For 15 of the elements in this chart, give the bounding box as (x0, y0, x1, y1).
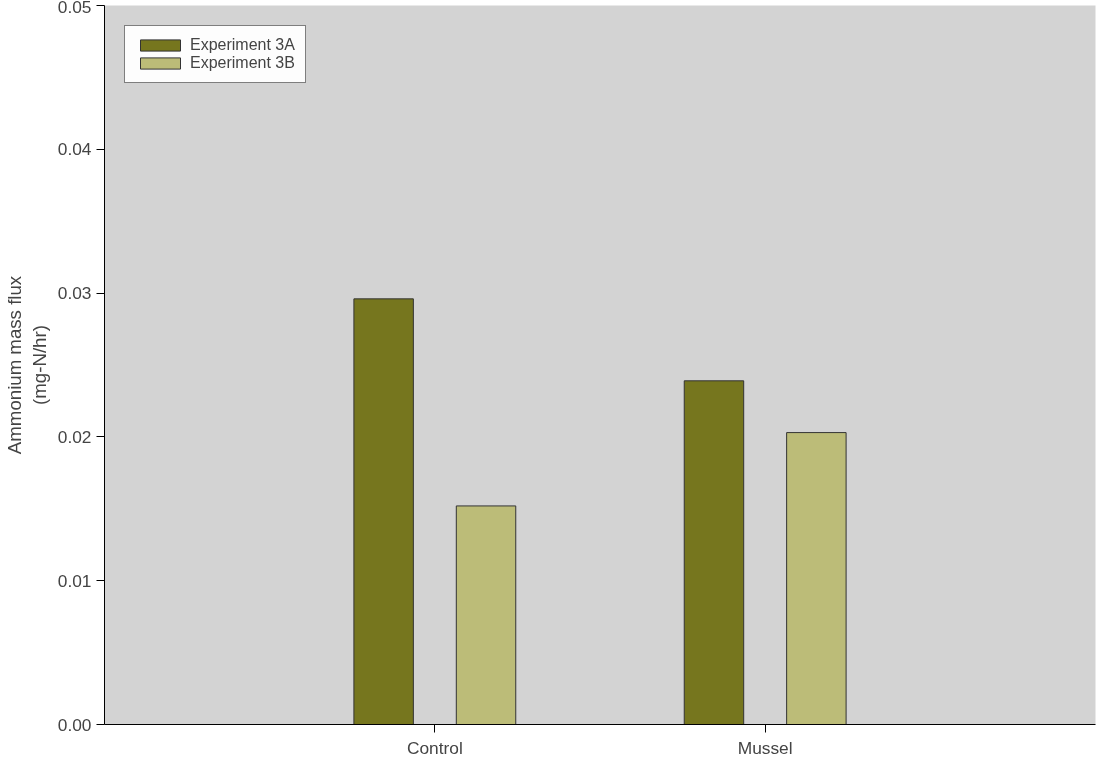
x-tick-label: Mussel (737, 737, 793, 758)
bar (786, 432, 847, 725)
y-tick-label: 0.05 (57, 0, 92, 17)
y-tick-label: 0.04 (57, 139, 92, 160)
y-tick-label: 0.01 (57, 570, 92, 591)
y-axis-title: Ammonium mass flux (mg-N/hr) (3, 275, 50, 455)
y-tick-label: 0.00 (57, 714, 92, 735)
bar (683, 380, 745, 725)
x-tick-label: Control (406, 737, 463, 758)
bar (353, 298, 414, 725)
legend-label: Experiment 3A (190, 36, 295, 54)
bar (455, 505, 517, 725)
y-tick-label: 0.03 (57, 283, 92, 304)
y-tick-label: 0.02 (57, 426, 92, 447)
legend-label: Experiment 3B (190, 54, 295, 72)
